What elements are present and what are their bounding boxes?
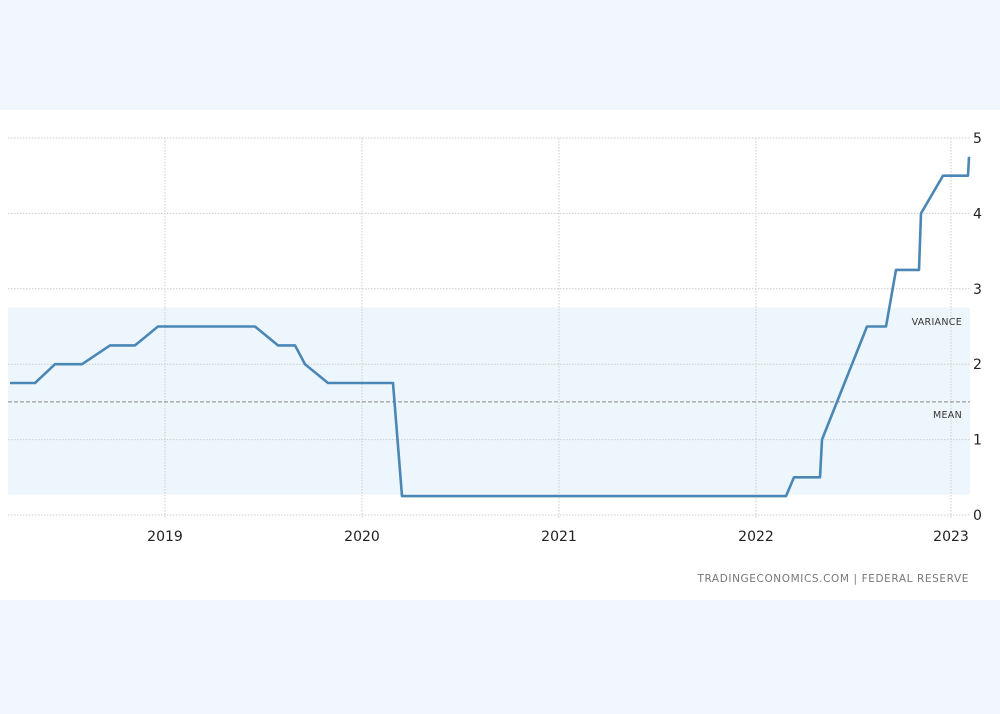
y-tick-label: 1 (973, 433, 982, 449)
y-tick-label: 3 (973, 282, 982, 298)
y-tick-label: 5 (973, 131, 982, 147)
variance-band (8, 307, 970, 495)
x-tick-label: 2020 (344, 529, 380, 545)
y-axis-ticks: 0 1 2 3 4 5 (973, 131, 982, 524)
source-attribution: TRADINGECONOMICS.COM | FEDERAL RESERVE (697, 573, 969, 585)
y-tick-label: 0 (973, 508, 982, 524)
top-background-band (0, 0, 1000, 110)
x-tick-label: 2022 (738, 529, 774, 545)
bottom-background-band (0, 600, 1000, 714)
x-tick-label: 2023 (933, 529, 969, 545)
y-tick-label: 4 (973, 206, 982, 222)
x-axis-ticks: 2019 2020 2021 2022 2023 (147, 529, 969, 545)
series-line (10, 156, 971, 498)
grid-lines (8, 137, 970, 519)
x-tick-label: 2021 (541, 529, 577, 545)
mean-label: MEAN (933, 410, 962, 421)
y-tick-label: 2 (973, 357, 982, 373)
x-tick-label: 2019 (147, 529, 183, 545)
variance-label: VARIANCE (912, 317, 962, 328)
